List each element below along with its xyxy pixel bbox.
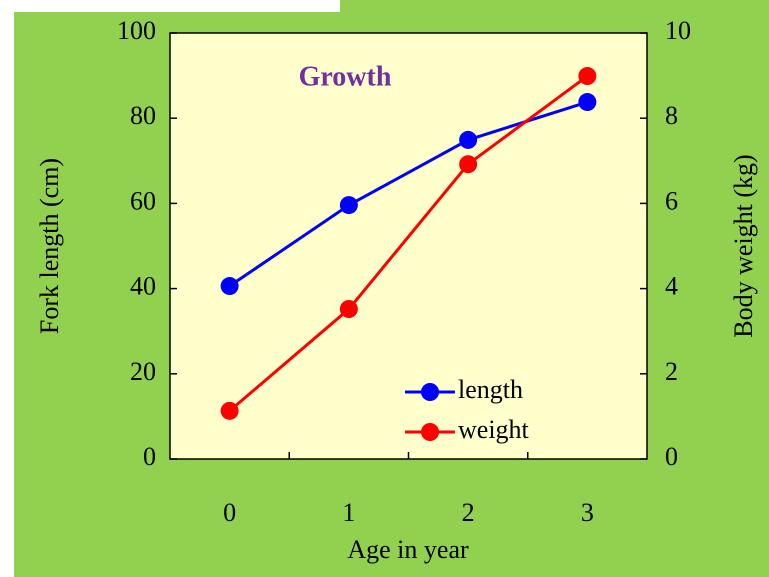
y2-tick-label: 2 (665, 357, 678, 386)
x-axis-label: Age in year (347, 535, 469, 564)
y2-tick-label: 8 (665, 101, 678, 130)
series-line (228, 74, 589, 413)
x-tick-label: 1 (342, 498, 355, 527)
legend-marker (421, 383, 439, 401)
marker (220, 277, 239, 296)
marker (459, 155, 478, 174)
legend-label: length (458, 375, 523, 404)
y2-tick-label: 0 (665, 442, 678, 471)
left-strip (0, 12, 14, 577)
legend-marker (421, 423, 439, 441)
marker (578, 67, 597, 86)
y2-tick-label: 4 (665, 272, 678, 301)
legend-label: weight (458, 415, 530, 444)
marker (220, 401, 239, 420)
marker (339, 300, 358, 319)
y-tick-label: 20 (130, 357, 156, 386)
chart-title: Growth (299, 61, 392, 92)
y2-tick-label: 10 (665, 16, 691, 45)
y2-tick-label: 6 (665, 186, 678, 215)
y-tick-label: 40 (130, 272, 156, 301)
marker (459, 130, 478, 149)
marker (339, 196, 358, 215)
y-tick-label: 60 (130, 186, 156, 215)
y-tick-label: 80 (130, 101, 156, 130)
y2-axis-label: Body weight (kg) (729, 154, 758, 337)
y-tick-label: 0 (143, 442, 156, 471)
top-strip (0, 0, 340, 12)
x-tick-label: 0 (223, 498, 236, 527)
plot-area (169, 32, 648, 460)
y-tick-label: 100 (117, 16, 156, 45)
x-tick-label: 3 (581, 498, 594, 527)
x-tick-label: 2 (462, 498, 475, 527)
y-axis-label: Fork length (cm) (35, 158, 64, 334)
marker (578, 93, 597, 112)
